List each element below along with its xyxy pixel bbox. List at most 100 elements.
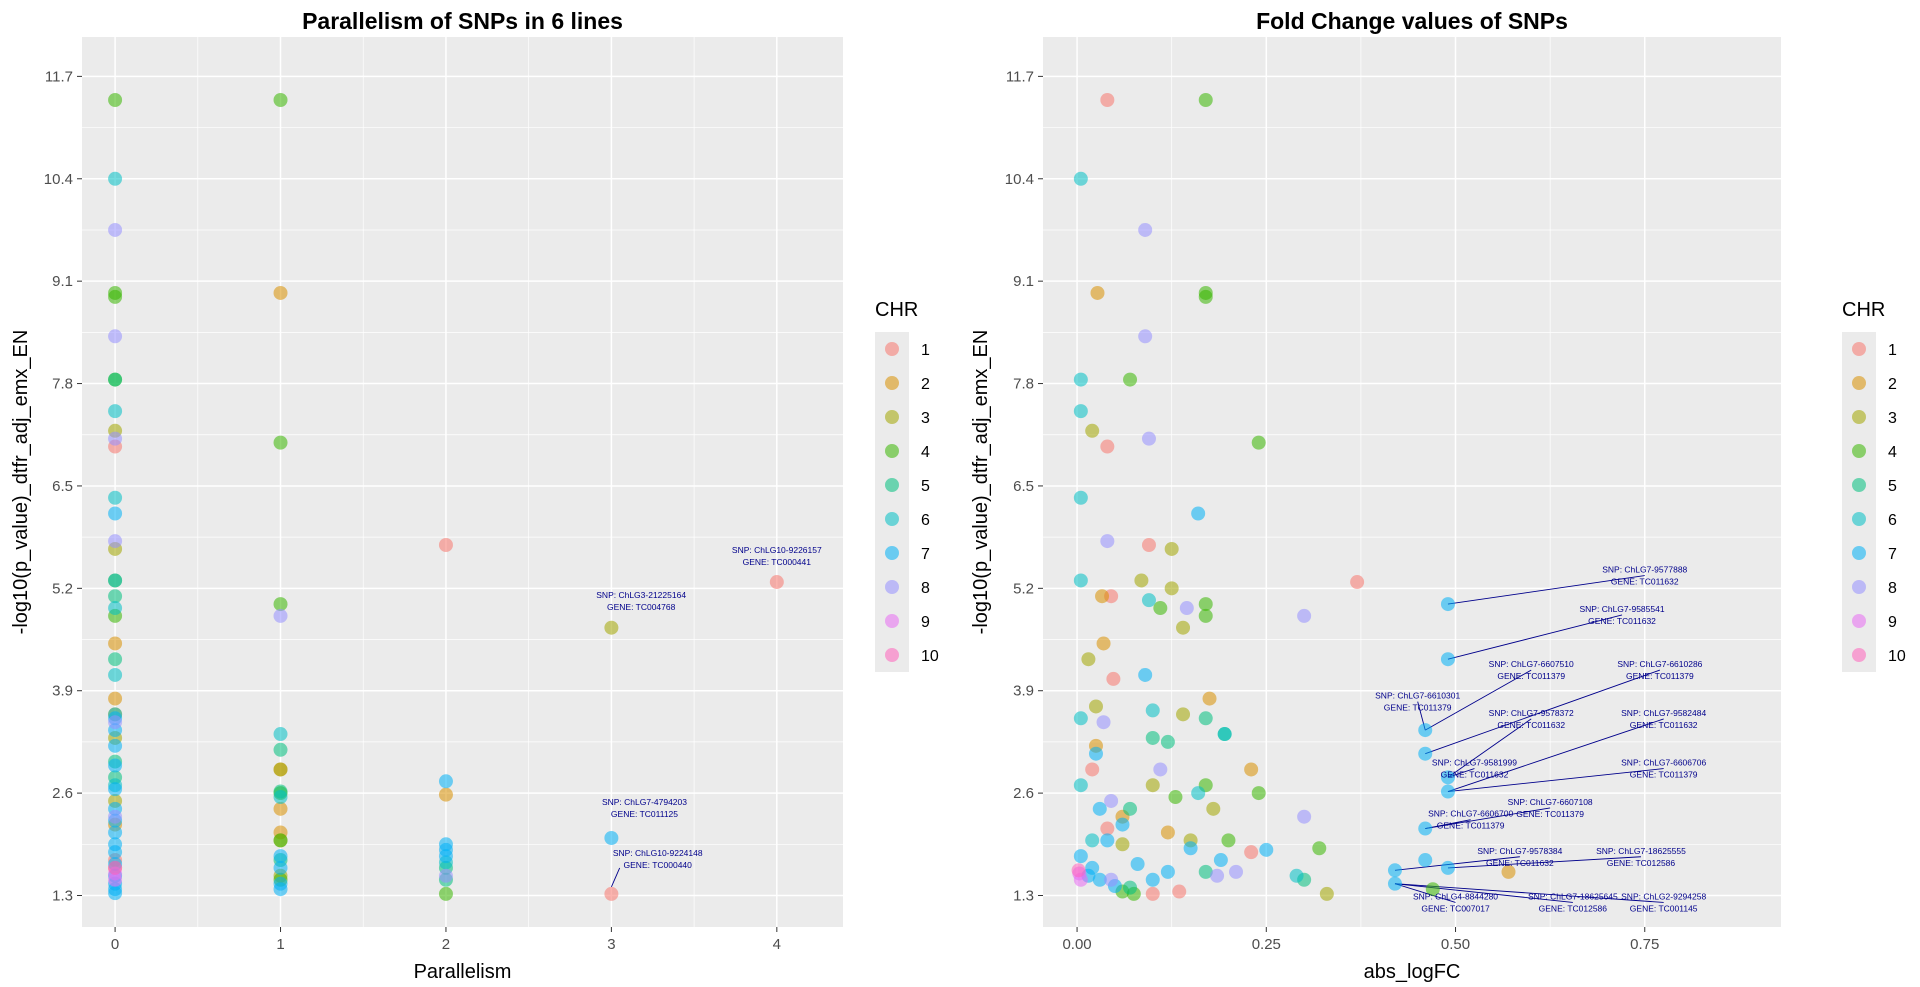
data-point-chr-7: [108, 758, 123, 773]
data-point-chr-7: [1440, 652, 1455, 667]
legend-label-chr-1: 1: [921, 342, 930, 359]
data-point-chr-6: [1289, 868, 1304, 883]
data-point-chr-8: [1141, 431, 1156, 446]
annotation-leader: [1447, 768, 1664, 792]
annotation-label: GENE: TC000440: [624, 860, 693, 870]
annotation-label: SNP: ChLG7-18625555: [1596, 846, 1686, 856]
annotation-leader: [1394, 883, 1456, 903]
x-tick-label: 0.75: [1630, 936, 1659, 953]
data-point-chr-7: [438, 849, 453, 864]
y-tick-label: 11.7: [45, 68, 73, 85]
data-point-chr-4: [1198, 608, 1213, 623]
x-tick-label: 3: [607, 936, 615, 953]
annotation-label: GENE: TC004768: [607, 602, 676, 612]
data-point-chr-3: [1319, 886, 1334, 901]
data-point-chr-7: [1145, 872, 1160, 887]
data-point-chr-8: [1210, 868, 1225, 883]
data-point-chr-5: [273, 742, 288, 757]
data-point-chr-1: [769, 575, 784, 590]
legend-label-chr-6: 6: [1888, 512, 1897, 529]
data-point-chr-3: [604, 620, 619, 635]
annotation-leader: [1425, 807, 1551, 829]
data-point-chr-4: [108, 93, 123, 108]
data-point-chr-4: [1153, 601, 1168, 616]
annotation-leader: [1447, 575, 1645, 605]
data-point-chr-6: [273, 790, 288, 805]
x-tick-label: 1: [276, 936, 284, 953]
annotation-leader: [1447, 614, 1623, 660]
x-axis-title: Parallelism: [414, 961, 512, 983]
data-point-chr-7: [108, 738, 123, 753]
data-point-chr-4: [1251, 435, 1266, 450]
plot-background: [1043, 37, 1781, 927]
legend-label-chr-7: 7: [1888, 546, 1897, 563]
data-point-chr-7: [1259, 842, 1274, 857]
legend-key-chr-4: [885, 444, 899, 458]
legend-key-chr-3: [1852, 410, 1866, 424]
data-point-chr-3: [1176, 707, 1191, 722]
data-points: [108, 93, 784, 901]
data-point-chr-8: [273, 608, 288, 623]
data-point-chr-7: [1387, 863, 1402, 878]
chart-title: Parallelism of SNPs in 6 lines: [302, 8, 623, 34]
data-point-chr-7: [1115, 817, 1130, 832]
y-tick-label: 3.9: [1013, 683, 1034, 700]
annotation-label: GENE: TC011632: [1497, 720, 1565, 730]
legend-key-chr-5: [1852, 478, 1866, 492]
legend-label-chr-9: 9: [1888, 614, 1897, 631]
legend-label-chr-10: 10: [1888, 648, 1906, 665]
data-point-chr-7: [604, 831, 619, 845]
data-point-chr-7: [273, 882, 288, 897]
data-point-chr-8: [108, 534, 123, 549]
data-point-chr-8: [1104, 793, 1119, 808]
fold-change-panel: 1.3 2.6 3.9 5.2 6.5 7.8 9.1 10.4 11.7 0.00 0.25 0.5…: [960, 0, 1920, 987]
legend-key-chr-9: [1852, 614, 1866, 628]
data-point-chr-8: [1229, 864, 1244, 879]
data-point-chr-5: [1160, 734, 1175, 749]
data-point-chr-8: [108, 431, 123, 446]
legend-key-chr-1: [1852, 342, 1866, 356]
data-point-chr-1: [1141, 538, 1156, 553]
data-point-chr-7: [1160, 864, 1175, 879]
legend-label-chr-4: 4: [921, 444, 930, 461]
annotation-label: GENE: TC012586: [1539, 903, 1608, 913]
data-point-chr-7: [1440, 770, 1455, 785]
x-tick-label: 0.25: [1252, 936, 1281, 953]
data-point-chr-3: [1085, 423, 1100, 438]
data-point-chr-8: [1297, 608, 1312, 623]
data-point-chr-7: [108, 845, 123, 860]
x-tick-label: 2: [442, 936, 450, 953]
data-point-chr-7: [1100, 833, 1115, 848]
annotation-label: GENE: TC011632: [1588, 616, 1656, 626]
data-point-chr-4: [1251, 786, 1266, 801]
legend-key-chr-7: [885, 546, 899, 560]
data-point-chr-7: [1073, 849, 1088, 864]
y-tick-label: 7.8: [52, 376, 73, 393]
annotation-leader: [1447, 718, 1532, 778]
data-point-chr-5: [1145, 730, 1160, 745]
data-point-chr-1: [1244, 845, 1259, 860]
annotation-leader: [1394, 883, 1573, 903]
data-point-chr-6: [1073, 711, 1088, 726]
data-point-chr-9: [108, 872, 123, 887]
data-point-chr-4: [273, 833, 288, 848]
data-point-chr-7: [273, 860, 288, 875]
annotation-label: SNP: ChLG7-6606700: [1428, 809, 1513, 819]
legend-label-chr-9: 9: [921, 614, 930, 631]
data-point-chr-7: [1440, 784, 1455, 799]
legend-label-chr-2: 2: [921, 376, 930, 393]
data-point-chr-6: [108, 573, 123, 588]
annotation-label: SNP: ChLG7-6607108: [1508, 797, 1593, 807]
x-tick-label: 0.00: [1062, 936, 1091, 953]
data-point-chr-8: [108, 222, 123, 237]
y-tick-label: 2.6: [1013, 785, 1034, 802]
legend-label-chr-8: 8: [921, 580, 930, 597]
data-point-chr-6: [1073, 404, 1088, 419]
data-point-chr-6: [1145, 703, 1160, 718]
y-tick-label: 3.9: [52, 683, 73, 700]
legend-key-chr-4: [1852, 444, 1866, 458]
annotation-label: SNP: ChLG7-9582484: [1621, 708, 1706, 718]
data-point-chr-1: [1172, 884, 1187, 899]
data-point-chr-7: [1088, 746, 1103, 761]
legend-label-chr-8: 8: [1888, 580, 1897, 597]
